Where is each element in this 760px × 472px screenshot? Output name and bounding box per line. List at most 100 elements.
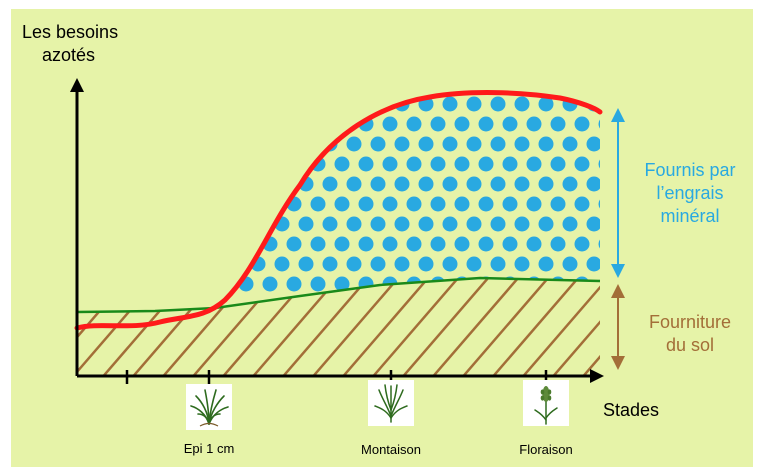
fertilizer-dot	[226, 216, 242, 232]
fertilizer-dot	[526, 236, 542, 252]
fertilizer-dot	[238, 196, 254, 212]
fertilizer-dot	[514, 176, 530, 192]
fertilizer-dot	[394, 136, 410, 152]
fertilizer-dot	[346, 216, 362, 232]
fertilizer-dot	[358, 276, 374, 292]
fertilizer-dot	[334, 236, 350, 252]
fertilizer-dot	[574, 116, 590, 132]
fertilizer-dot	[562, 176, 578, 192]
fertilizer-dot	[442, 176, 458, 192]
fertilizer-dot	[442, 216, 458, 232]
fertilizer-dot	[370, 256, 386, 272]
fertilizer-dot	[298, 216, 314, 232]
fertilizer-dots-area	[210, 96, 600, 292]
fertilizer-dot	[394, 176, 410, 192]
fertilizer-dot	[454, 196, 470, 212]
fertilizer-dot	[274, 96, 290, 112]
soil-hatch-line	[369, 278, 466, 376]
fertilizer-dot	[274, 256, 290, 272]
fertilizer-dot	[538, 136, 554, 152]
fertilizer-dot	[214, 236, 230, 252]
fertilizer-dot	[346, 136, 362, 152]
fertilizer-dot	[550, 236, 566, 252]
fertilizer-dot	[430, 196, 446, 212]
fertilizer-dot	[478, 116, 494, 132]
fertilizer-dot	[262, 276, 278, 292]
fertilizer-dot	[406, 156, 422, 172]
y-axis-label-line1: Les besoins	[22, 22, 119, 42]
x-axis-label: Stades	[603, 400, 660, 420]
fertilizer-dot	[454, 156, 470, 172]
soil-range-arrow	[611, 284, 625, 370]
fertilizer-dot	[598, 236, 600, 252]
fertilizer-dot	[466, 256, 482, 272]
fertilizer-dot	[262, 116, 278, 132]
fertilizer-dot	[478, 196, 494, 212]
fertilizer-dot	[334, 276, 350, 292]
fertilizer-dot	[334, 196, 350, 212]
fertilizer-dot	[226, 136, 242, 152]
fertilizer-dot	[502, 196, 518, 212]
fertilizer-dot	[550, 196, 566, 212]
fertilizer-dot	[478, 236, 494, 252]
y-axis	[70, 78, 84, 376]
fertilizer-dot	[586, 216, 600, 232]
fertilizer-dot	[502, 236, 518, 252]
fertilizer-dot	[286, 156, 302, 172]
fertilizer-dot	[526, 196, 542, 212]
fertilizer-dot	[226, 256, 242, 272]
fertilizer-dot	[214, 156, 230, 172]
fertilizer-dot	[210, 216, 218, 232]
wheat-tuft-icon	[186, 384, 232, 430]
fertilizer-dot	[418, 256, 434, 272]
fertilizer-dot	[430, 156, 446, 172]
fertilizer-dot	[226, 96, 242, 112]
fertilizer-dot	[298, 96, 314, 112]
fertilizer-label-line1: Fournis par	[644, 160, 736, 180]
fertilizer-dot	[286, 276, 302, 292]
fertilizer-dot	[286, 236, 302, 252]
fertilizer-dot	[322, 96, 338, 112]
fertilizer-dot	[238, 156, 254, 172]
nitrogen-need-curve	[74, 90, 603, 331]
fertilizer-dot	[358, 156, 374, 172]
fertilizer-dot	[238, 236, 254, 252]
fertilizer-dot	[442, 96, 458, 112]
fertilizer-dot	[514, 96, 530, 112]
fertilizer-dot	[250, 176, 266, 192]
fertilizer-dot	[502, 156, 518, 172]
fertilizer-dot	[418, 136, 434, 152]
fertilizer-dot	[490, 96, 506, 112]
fertilizer-label-line3: minéral	[660, 206, 720, 226]
fertilizer-dot	[322, 256, 338, 272]
fertilizer-dot	[574, 276, 590, 292]
fertilizer-dot	[598, 116, 600, 132]
fertilizer-dot	[430, 276, 446, 292]
soil-hatch-line	[309, 278, 406, 376]
fertilizer-dot	[418, 176, 434, 192]
fertilizer-dot	[538, 216, 554, 232]
fertilizer-dot	[466, 216, 482, 232]
fertilizer-dot	[382, 196, 398, 212]
fertilizer-dot	[406, 196, 422, 212]
y-axis-label-line2: azotés	[42, 45, 96, 65]
fertilizer-dot	[334, 156, 350, 172]
fertilizer-dot	[442, 256, 458, 272]
fertilizer-dot	[310, 276, 326, 292]
fertilizer-dot	[598, 196, 600, 212]
fertilizer-dot	[466, 96, 482, 112]
fertilizer-dot	[550, 156, 566, 172]
wheat-stem-icon	[368, 380, 414, 426]
fertilizer-dot	[394, 256, 410, 272]
soil-hatch-line	[519, 278, 600, 376]
fertilizer-dot	[210, 176, 218, 192]
fertilizer-dot	[382, 156, 398, 172]
fertilizer-dot	[430, 236, 446, 252]
fertilizer-dot	[406, 236, 422, 252]
wheat-flower-icon	[523, 380, 569, 426]
fertilizer-dot	[262, 156, 278, 172]
fertilizer-dot	[210, 136, 218, 152]
fertilizer-dot	[538, 176, 554, 192]
fertilizer-dot	[538, 96, 554, 112]
